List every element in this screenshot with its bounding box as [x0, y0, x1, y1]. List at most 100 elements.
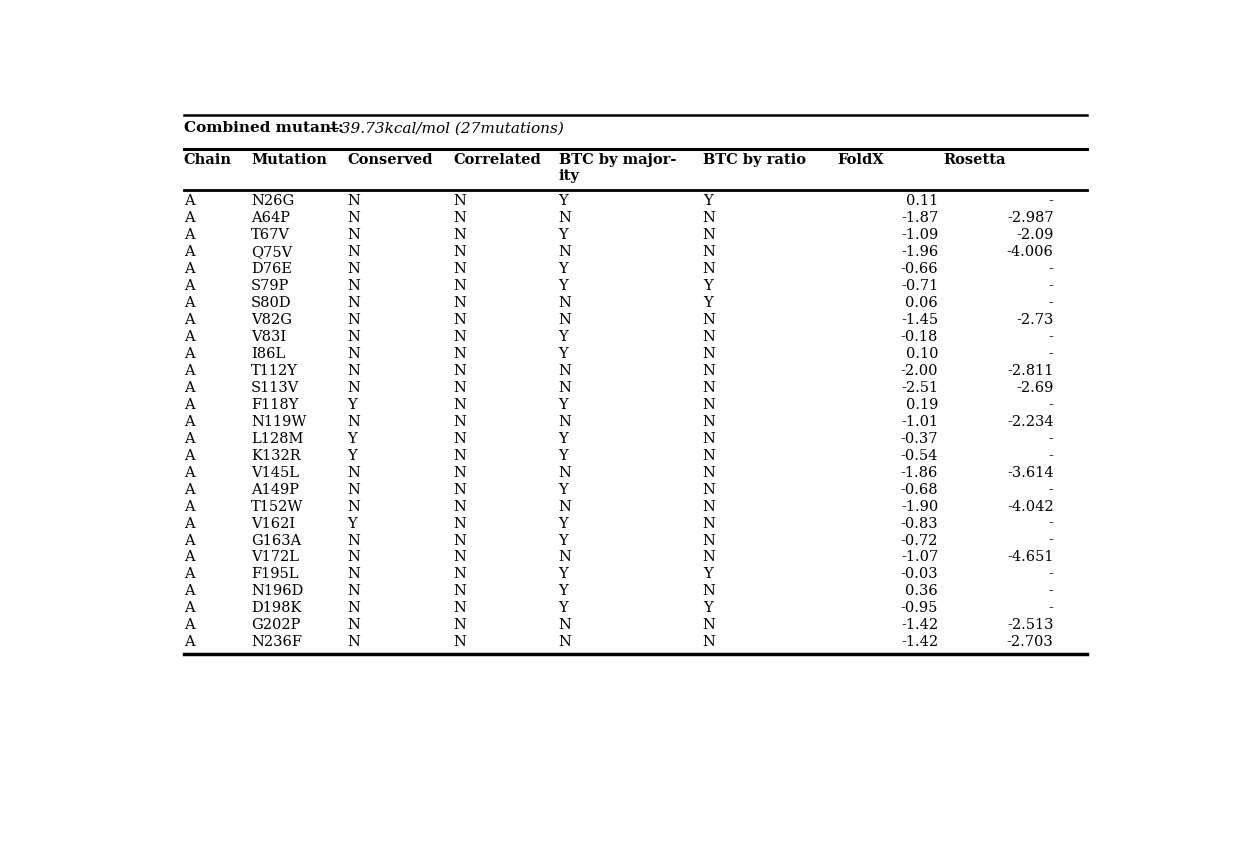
Text: N: N	[453, 296, 466, 310]
Text: Y: Y	[703, 601, 713, 616]
Text: N: N	[453, 466, 466, 479]
Text: N: N	[347, 618, 360, 633]
Text: N: N	[558, 364, 572, 378]
Text: A: A	[184, 500, 195, 513]
Text: A: A	[184, 415, 195, 429]
Text: N: N	[453, 517, 466, 530]
Text: N: N	[453, 483, 466, 496]
Text: G163A: G163A	[250, 534, 301, 547]
Text: −39.73kcal/mol (27mutations): −39.73kcal/mol (27mutations)	[327, 121, 564, 136]
Text: Y: Y	[347, 432, 357, 446]
Text: A: A	[184, 398, 195, 412]
Text: N: N	[558, 551, 572, 564]
Text: Mutation: Mutation	[250, 152, 327, 167]
Text: -0.37: -0.37	[900, 432, 939, 446]
Text: -2.987: -2.987	[1007, 212, 1054, 225]
Text: A: A	[184, 229, 195, 242]
Text: Combined mutant:: Combined mutant:	[184, 121, 343, 136]
Text: K132R: K132R	[250, 449, 301, 462]
Text: -: -	[1049, 534, 1054, 547]
Text: -: -	[1049, 296, 1054, 310]
Text: N: N	[703, 483, 715, 496]
Text: -1.42: -1.42	[901, 618, 939, 633]
Text: N: N	[453, 330, 466, 344]
Text: -: -	[1049, 347, 1054, 361]
Text: -0.83: -0.83	[900, 517, 939, 530]
Text: N: N	[703, 212, 715, 225]
Text: N: N	[453, 263, 466, 276]
Text: N: N	[347, 381, 360, 395]
Text: -0.66: -0.66	[900, 263, 939, 276]
Text: -1.42: -1.42	[901, 635, 939, 650]
Text: N: N	[703, 347, 715, 361]
Text: -4.006: -4.006	[1007, 246, 1054, 259]
Text: Y: Y	[558, 263, 568, 276]
Text: N: N	[347, 364, 360, 378]
Text: -: -	[1049, 567, 1054, 581]
Text: N: N	[558, 500, 572, 513]
Text: A64P: A64P	[250, 212, 290, 225]
Text: V145L: V145L	[250, 466, 299, 479]
Text: A: A	[184, 534, 195, 547]
Text: Y: Y	[558, 432, 568, 446]
Text: N: N	[558, 415, 572, 429]
Text: T67V: T67V	[250, 229, 290, 242]
Text: -: -	[1049, 398, 1054, 412]
Text: N: N	[558, 246, 572, 259]
Text: N: N	[347, 246, 360, 259]
Text: Y: Y	[558, 601, 568, 616]
Text: T152W: T152W	[250, 500, 304, 513]
Text: N: N	[347, 500, 360, 513]
Text: Chain: Chain	[184, 152, 232, 167]
Text: Y: Y	[703, 194, 713, 208]
Text: -0.54: -0.54	[900, 449, 939, 462]
Text: -1.45: -1.45	[901, 313, 939, 327]
Text: -0.03: -0.03	[900, 567, 939, 581]
Text: N: N	[703, 364, 715, 378]
Text: I86L: I86L	[250, 347, 285, 361]
Text: A: A	[184, 246, 195, 259]
Text: A: A	[184, 194, 195, 208]
Text: A: A	[184, 432, 195, 446]
Text: Correlated: Correlated	[453, 152, 541, 167]
Text: -2.703: -2.703	[1007, 635, 1054, 650]
Text: N: N	[453, 449, 466, 462]
Text: V162I: V162I	[250, 517, 295, 530]
Text: Rosetta: Rosetta	[942, 152, 1006, 167]
Text: 0.19: 0.19	[906, 398, 939, 412]
Text: N: N	[347, 415, 360, 429]
Text: A: A	[184, 551, 195, 564]
Text: -: -	[1049, 517, 1054, 530]
Text: N: N	[453, 212, 466, 225]
Text: N: N	[703, 551, 715, 564]
Text: A: A	[184, 381, 195, 395]
Text: A: A	[184, 584, 195, 598]
Text: N: N	[347, 296, 360, 310]
Text: N: N	[347, 635, 360, 650]
Text: N: N	[703, 635, 715, 650]
Text: N: N	[347, 601, 360, 616]
Text: F195L: F195L	[250, 567, 299, 581]
Text: N: N	[703, 330, 715, 344]
Text: Q75V: Q75V	[250, 246, 293, 259]
Text: -4.651: -4.651	[1007, 551, 1054, 564]
Text: N: N	[703, 534, 715, 547]
Text: -: -	[1049, 584, 1054, 598]
Text: -: -	[1049, 483, 1054, 496]
Text: BTC by major-: BTC by major-	[558, 152, 676, 167]
Text: Y: Y	[558, 330, 568, 344]
Text: -2.513: -2.513	[1007, 618, 1054, 633]
Text: ity: ity	[558, 169, 579, 183]
Text: N: N	[703, 246, 715, 259]
Text: N: N	[453, 381, 466, 395]
Text: A: A	[184, 280, 195, 293]
Text: N: N	[347, 263, 360, 276]
Text: -2.51: -2.51	[901, 381, 939, 395]
Text: -1.90: -1.90	[901, 500, 939, 513]
Text: A: A	[184, 313, 195, 327]
Text: N: N	[347, 280, 360, 293]
Text: -0.95: -0.95	[900, 601, 939, 616]
Text: Y: Y	[347, 449, 357, 462]
Text: N: N	[703, 584, 715, 598]
Text: V83I: V83I	[250, 330, 286, 344]
